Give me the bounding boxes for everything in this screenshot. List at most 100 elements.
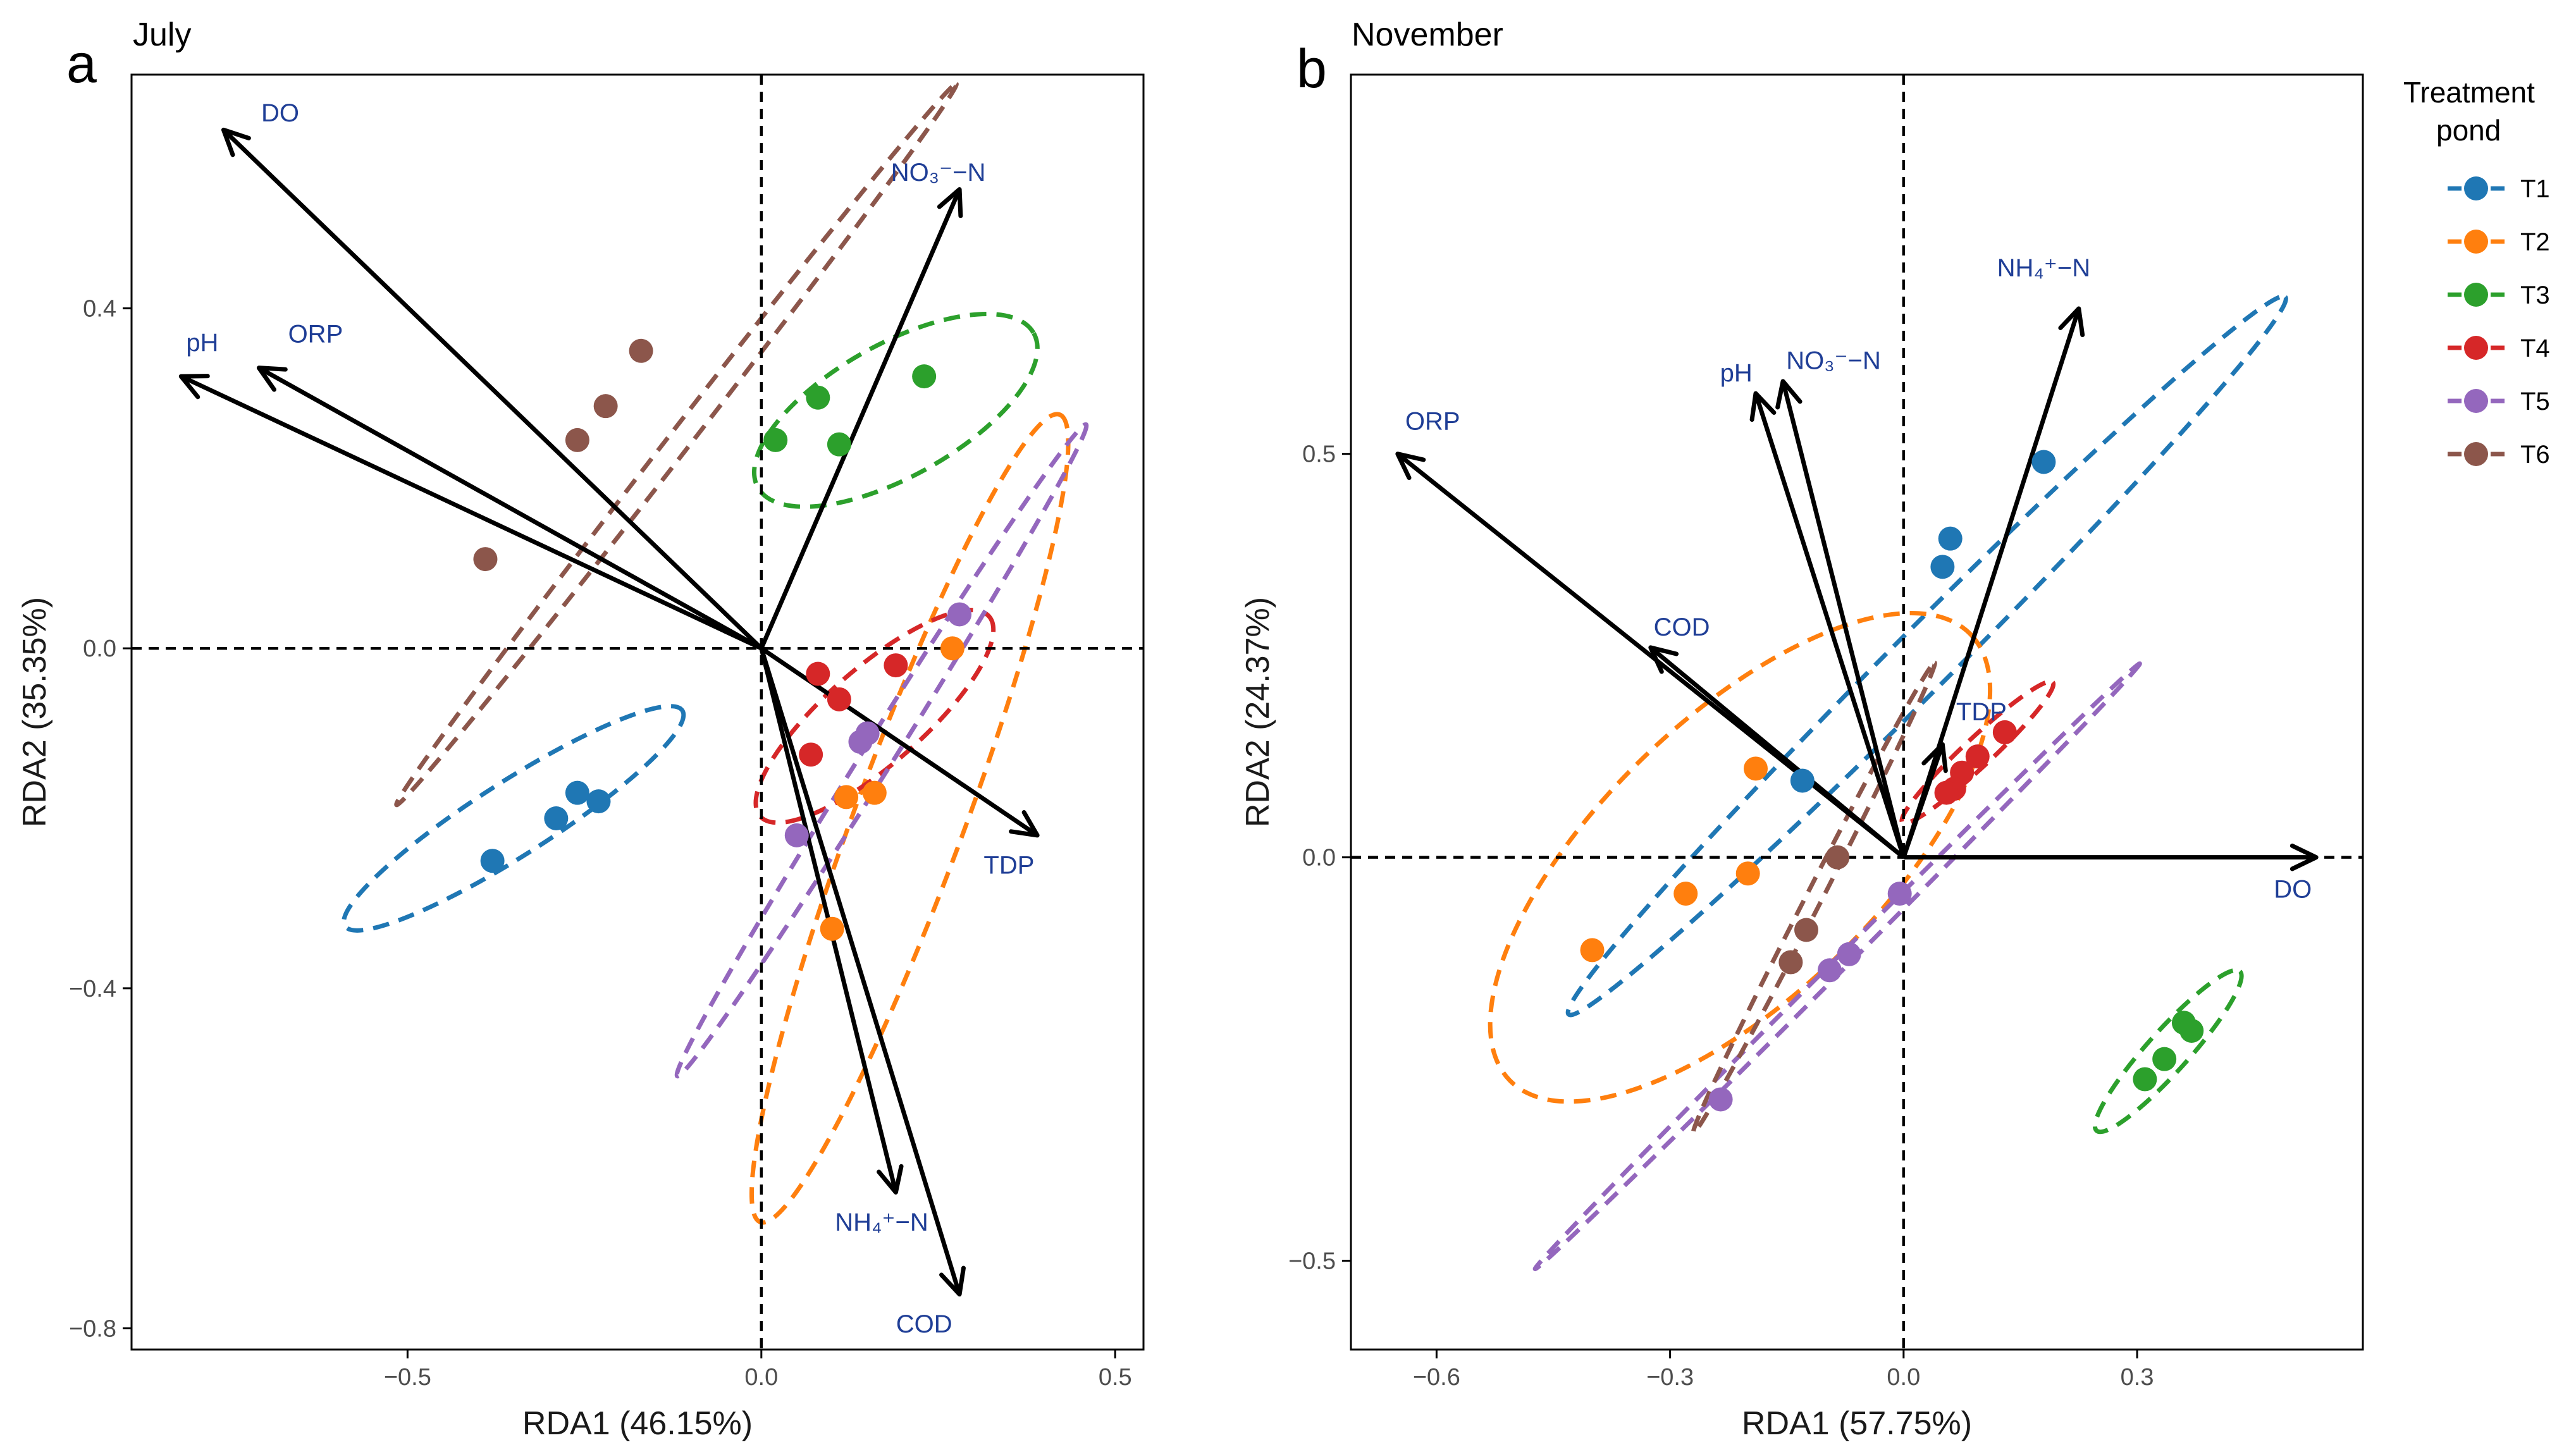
panel-b-arrowhead-1 [1749, 391, 1777, 422]
panel-a-point-t5-0 [947, 602, 972, 627]
panel-a-arrowhead-0 [221, 127, 251, 157]
panel-a-point-t6-2 [593, 394, 618, 419]
legend-key-dot-t5 [2464, 389, 2488, 413]
panel-a-point-t4-1 [827, 687, 851, 711]
panel-b-point-t4-4 [1934, 780, 1959, 805]
panel-b-point-t6-0 [1825, 845, 1850, 870]
panel-a-ellipse-t3 [751, 311, 1040, 509]
panel-a-point-t5-3 [784, 823, 809, 847]
panel-a-arrow-label-2: ORP [288, 320, 343, 348]
panel-a-point-t2-0 [940, 636, 964, 661]
panel-a-arrow-label-0: DO [261, 99, 299, 127]
panel-b-y-tick-label-0: −0.5 [1288, 1248, 1336, 1275]
panel-b-point-t5-3 [1708, 1087, 1733, 1112]
panel-a-point-t3-1 [806, 385, 830, 410]
panel-b-plot-frame [1350, 73, 2364, 1351]
panel-a-arrowhead-1 [178, 374, 210, 400]
panel-a-y-tick-label-1: −0.4 [69, 976, 116, 1002]
panel-b-point-t5-1 [1837, 942, 1861, 966]
panel-b-x-tick-label-0: −0.6 [1413, 1364, 1460, 1391]
panel-a-point-t5-2 [848, 730, 873, 754]
panel-b-arrow-label-3: NH₄⁺−N [1997, 254, 2090, 282]
panel-b-point-t1-3 [1790, 768, 1815, 793]
panel-b-ellipse-t1 [1565, 293, 2288, 1018]
panel-b-ellipse-t3 [2092, 968, 2244, 1135]
panel-a: a July DO pH ORP NO₃⁻−N TDP NH₄⁺−N COD −0.5 0.0 0… [16, 16, 1145, 1442]
panel-a-arrow-0 [222, 128, 763, 650]
panel-a-y-axis-label: RDA2 (35.35%) [16, 597, 53, 827]
legend-label-t6: T6 [2520, 441, 2550, 469]
panel-a-point-t1-3 [586, 789, 611, 814]
panel-b-y-tick-label-1: 0.0 [1302, 845, 1336, 871]
panel-a-point-t2-3 [820, 916, 844, 941]
panel-b-point-t2-3 [1580, 938, 1605, 963]
panel-a-arrow-6 [759, 648, 962, 1295]
panel-b-x-tick-label-1: −0.3 [1646, 1364, 1694, 1391]
panel-a-title: July [133, 16, 191, 53]
panel-a-point-t1-2 [565, 780, 589, 805]
panel-b-x-tick-label-3: 0.3 [2121, 1364, 2154, 1391]
panel-a-point-t1-1 [544, 806, 569, 830]
panel-a-arrowhead-3 [937, 187, 963, 218]
panel-b-arrow-label-6: DO [2274, 875, 2312, 903]
panel-b-arrowhead-2 [1775, 379, 1803, 410]
panel-a-arrowhead-2 [256, 366, 288, 392]
panel-a-y-tick-label-0: −0.8 [69, 1315, 116, 1342]
panel-b-point-t4-0 [1992, 720, 2017, 744]
panel-a-point-t6-0 [473, 547, 498, 572]
panel-a-point-t2-1 [862, 780, 887, 805]
panel-b-point-t2-1 [1735, 861, 1760, 886]
panel-b-x-axis-label: RDA1 (57.75%) [1742, 1405, 1972, 1442]
panel-a-ellipse-t4 [753, 608, 996, 825]
panel-a-arrow-label-3: NO₃⁻−N [891, 159, 986, 187]
panel-a-arrowhead-5 [877, 1164, 904, 1195]
panel-b-arrow-label-1: pH [1720, 359, 1753, 387]
legend-label-t2: T2 [2520, 228, 2550, 256]
panel-b-arrow-label-2: NO₃⁻−N [1786, 347, 1881, 375]
panel-b-point-t2-0 [1744, 756, 1768, 781]
panel-a-plot-frame [130, 73, 1145, 1351]
panel-a-point-t3-3 [912, 364, 937, 389]
legend-title-line2: pond [2436, 114, 2501, 147]
panel-b-point-t4-1 [1965, 744, 1990, 769]
legend-title-line1: Treatment [2403, 76, 2535, 109]
panel-b-letter: b [1297, 39, 1327, 99]
panel-b-arrowhead-6 [2289, 843, 2319, 871]
panel-b-arrow-1 [1753, 392, 1906, 858]
panel-b-point-t6-1 [1794, 918, 1818, 942]
panel-b-point-t3-3 [2179, 1019, 2204, 1043]
legend-label-t1: T1 [2520, 175, 2550, 203]
legend: Treatment pond T1 T2 T3 T4 T5 T6 [2403, 76, 2550, 469]
panel-b-y-tick-label-2: 0.5 [1302, 441, 1336, 468]
panel-a-x-axis-label: RDA1 (46.15%) [522, 1405, 753, 1442]
panel-b-arrowhead-4 [1648, 645, 1679, 674]
panel-a-point-t1-0 [480, 849, 505, 873]
panel-b-arrow-5 [1901, 743, 1945, 858]
panel-a-arrowhead-4 [1009, 810, 1040, 838]
legend-key-dot-t2 [2464, 230, 2488, 254]
panel-b-arrow-4 [1649, 646, 1906, 859]
panel-a-y-tick-label-2: 0.0 [83, 636, 116, 662]
panel-a-point-t4-2 [884, 653, 908, 678]
legend-key-dot-t1 [2464, 176, 2488, 200]
panel-a-arrow-label-6: COD [896, 1310, 952, 1338]
panel-b-point-t3-1 [2152, 1047, 2177, 1071]
panel-a-x-tick-label-1: 0.0 [744, 1364, 778, 1391]
panel-b-arrowhead-0 [1395, 452, 1426, 481]
panel-b-point-t6-2 [1778, 950, 1803, 975]
panel-b-arrow-label-4: COD [1654, 613, 1710, 641]
panel-a-arrow-label-4: TDP [983, 851, 1034, 879]
legend-label-t4: T4 [2520, 335, 2550, 362]
panel-b-arrow-label-0: ORP [1405, 407, 1460, 435]
panel-b-arrowhead-3 [2058, 306, 2085, 338]
panel-b-point-t1-2 [1930, 555, 1955, 579]
panel-a-point-t3-2 [827, 432, 851, 457]
legend-label-t3: T3 [2520, 281, 2550, 309]
panel-a-point-t4-0 [806, 661, 830, 686]
panel-a-x-tick-label-0: −0.5 [384, 1364, 431, 1391]
panel-b-point-t1-1 [1938, 526, 1963, 551]
panel-b-title: November [1352, 16, 1503, 53]
panel-b-y-axis-label: RDA2 (24.37%) [1240, 597, 1276, 827]
